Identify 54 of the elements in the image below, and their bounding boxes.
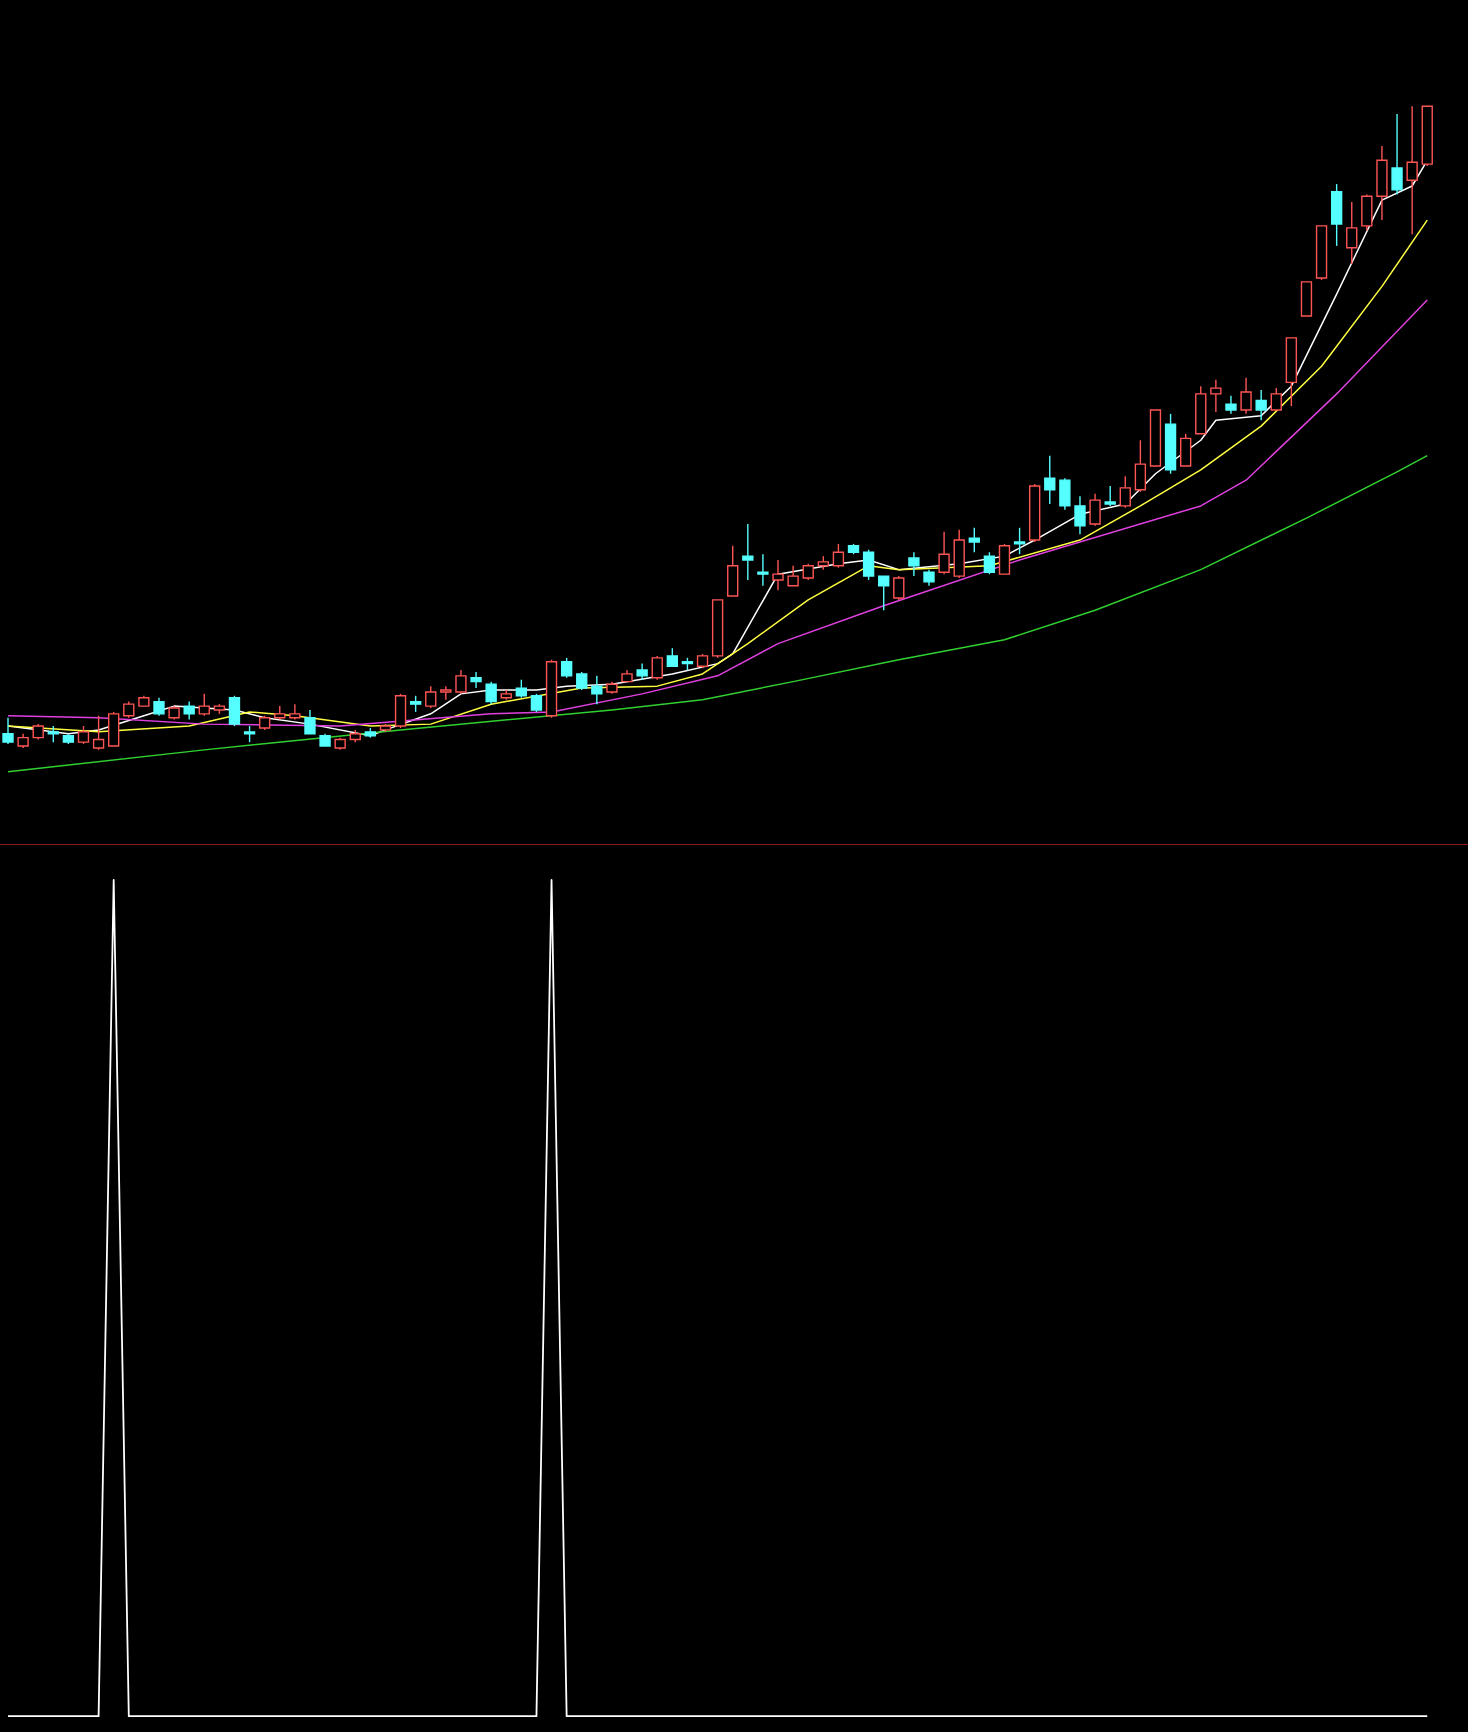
candlestick: [983, 551, 996, 575]
candlestick: [953, 529, 965, 579]
candlestick: [1089, 492, 1101, 527]
candlestick: [228, 695, 241, 727]
candlestick: [878, 575, 890, 611]
candlestick: [1134, 439, 1147, 493]
candlestick: [1406, 105, 1418, 235]
candlestick: [425, 685, 437, 709]
candlestick: [560, 657, 573, 679]
candlestick: [651, 655, 663, 681]
candlestick: [1391, 113, 1403, 196]
candlestick: [1225, 395, 1237, 415]
candlestick: [727, 545, 739, 597]
candlestick: [304, 709, 316, 735]
candlestick: [1240, 377, 1252, 415]
candlestick: [576, 671, 588, 691]
candlestick: [591, 675, 603, 705]
candlestick: [998, 543, 1011, 575]
candlestick: [2, 716, 14, 745]
candlestick: [515, 679, 528, 699]
candlestick: [968, 527, 980, 553]
candlestick: [183, 700, 195, 721]
candlestick: [1285, 337, 1298, 407]
candlestick: [198, 693, 210, 717]
candlestick: [1255, 389, 1267, 421]
candlestick: [485, 680, 497, 705]
candlestick: [1300, 281, 1313, 317]
candlestick: [1330, 183, 1343, 247]
candlestick: [757, 553, 769, 587]
candlestick: [394, 693, 407, 729]
candlestick: [1013, 527, 1026, 555]
candlestick: [1179, 433, 1192, 467]
candlestick: [1346, 201, 1358, 265]
candlestick: [1210, 379, 1222, 413]
candlestick: [1270, 387, 1282, 411]
candlestick: [1104, 485, 1116, 507]
candlestick: [470, 671, 482, 689]
candlestick: [832, 543, 845, 569]
candlestick: [153, 697, 165, 717]
candlestick: [893, 575, 905, 601]
candlestick: [1195, 385, 1207, 435]
candlestick: [289, 703, 301, 721]
candlestick: [938, 530, 950, 575]
candlestick: [1164, 413, 1177, 475]
candlestick: [742, 523, 754, 581]
candlestick: [1119, 475, 1131, 509]
candlestick: [92, 715, 105, 751]
candlestick: [77, 725, 90, 745]
candlestick: [908, 551, 920, 577]
candlestick: [108, 711, 120, 747]
candlestick: [530, 693, 543, 713]
candlestick: [666, 647, 679, 667]
candlestick: [1044, 455, 1056, 505]
candlestick: [862, 548, 875, 581]
